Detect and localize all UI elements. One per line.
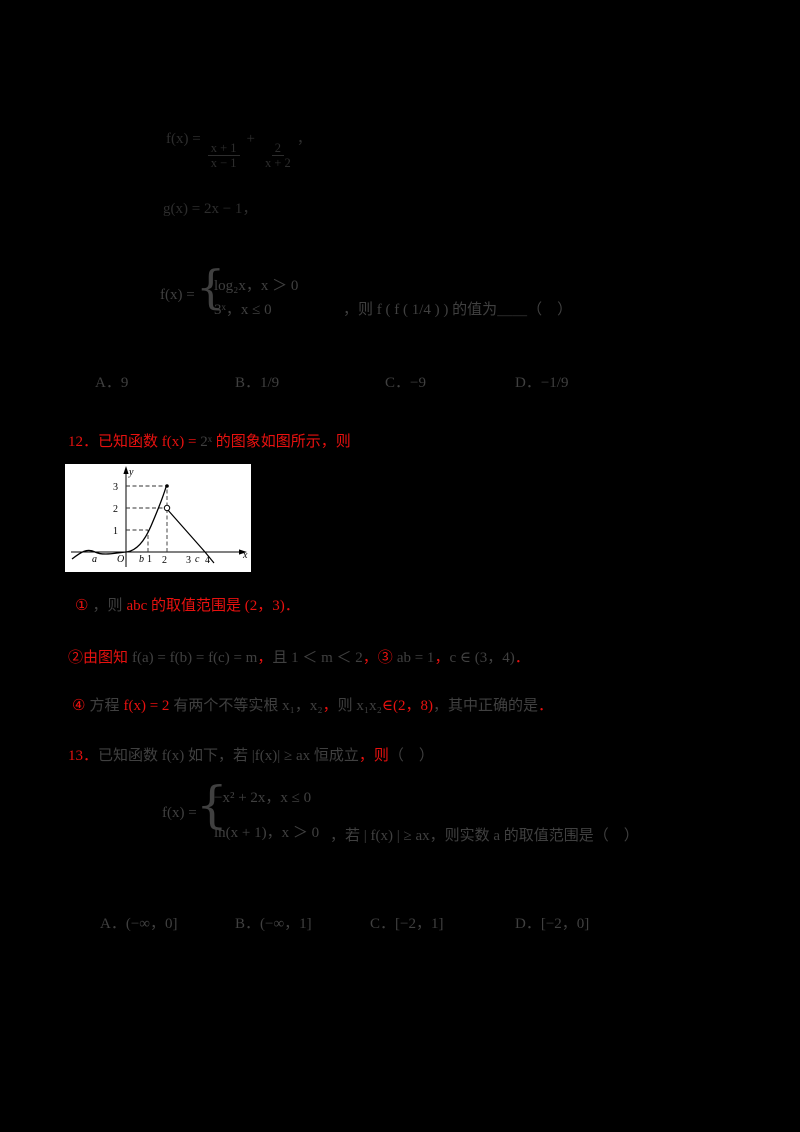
q11-question-tail: ，则 f ( f ( 1/4 ) ) 的值为＿＿（ ） [343, 302, 573, 318]
row3-seg6: 则 x₁x₂ [337, 698, 382, 714]
fraction-2-numerator: 2 [271, 141, 285, 157]
q13-function-lhs: f(x) = [162, 805, 197, 821]
q11-option-d: D．−1/9 [515, 375, 569, 391]
row3-seg4: 有两个不等实根 x₁，x₂ [173, 698, 323, 714]
q13-option-d: D．[−2，0] [515, 916, 590, 932]
q11-option-b: B．1/9 [235, 375, 280, 391]
row3-seg5: ， [322, 698, 338, 714]
row2-seg5: ， [362, 650, 378, 666]
q11-option-a: A．9 [95, 375, 129, 391]
q13-number: 13． [68, 748, 99, 764]
q11-function-lhs: f(x) = [160, 287, 195, 303]
q12-stem-red-2: 的图象如图所示，则 [215, 434, 351, 450]
row1-answer: abc 的取值范围是 (2，3)． [126, 598, 300, 614]
function-graph: y x O 3 2 1 a b 1 2 3 c 4 [65, 464, 251, 572]
row2-seg4: 且 1 ＜ m ＜ 2 [272, 650, 363, 666]
q13-question-tail: ，若 | f(x) | ≥ ax，则实数 a 的取值范围是（ ） [330, 828, 639, 844]
y-axis-label: y [128, 467, 134, 478]
x-label-a: a [92, 554, 97, 565]
y-axis-arrow [123, 466, 129, 474]
expression-lhs: f(x) = [166, 131, 201, 147]
q13-option-a: A．(−∞，0] [100, 916, 178, 932]
row2-seg2: f(a) = f(b) = f(c) = m [132, 650, 258, 666]
answer-row-2: ②由图知 f(a) = f(b) = f(c) = m，且 1 ＜ m ＜ 2，③… [68, 649, 530, 668]
fraction-2-denominator: x + 2 [264, 156, 291, 171]
q13-piece-top: −x² + 2x，x ≤ 0 [214, 790, 312, 806]
row2-seg3: ， [257, 650, 273, 666]
row3-seg3: f(x) = 2 [123, 698, 170, 714]
row2-seg10: ． [514, 650, 530, 666]
q12-formula-dim: 2ˣ [200, 434, 213, 450]
answer-row-3: ④ 方程 f(x) = 2 有两个不等实根 x₁，x₂，则 x₁x₂∈(2，8)，其中… [72, 697, 553, 716]
faint-expression-line-2: g(x) = 2x − 1， [163, 201, 258, 217]
x-axis-arrow [239, 549, 247, 555]
answer-row-1: ① ，则 abc 的取值范围是 (2，3)． [75, 597, 300, 616]
row2-seg1: ②由图知 [68, 650, 129, 666]
x-tick-4: 4 [205, 555, 210, 566]
fraction-1-numerator: x + 1 [207, 141, 240, 157]
x-axis-label: x [242, 550, 248, 561]
q13-piece-bottom: ln(x + 1)，x ＞ 0 [214, 825, 320, 841]
row3-seg9: ． [538, 698, 554, 714]
curve-left-branch [71, 486, 167, 560]
q13-option-c: C．[−2，1] [370, 916, 444, 932]
row2-seg9: c ∈ (3，4) [449, 650, 515, 666]
y-tick-2: 2 [113, 504, 118, 515]
open-point-2-2 [163, 504, 171, 512]
q13-stem-red: ，则 [358, 748, 389, 764]
q11-piecewise-brace: { [196, 260, 226, 314]
x-label-b: b [139, 554, 144, 565]
curve-right-branch [166, 508, 215, 564]
q12-stem: 12．已知函数 f(x) = 2ˣ 的图象如图所示，则 [68, 433, 351, 452]
q13-piecewise-brace: { [196, 776, 228, 834]
row1-marker: ① [75, 598, 89, 614]
row3-seg8: ，其中正确的是 [432, 698, 538, 714]
q13-stem: 13．已知函数 f(x) 如下，若 |f(x)| ≥ ax 恒成立，则（ ） [68, 747, 434, 766]
y-tick-3: 3 [113, 482, 118, 493]
q11-option-c: C．−9 [385, 375, 426, 391]
q13-stem-tail: （ ） [388, 748, 434, 764]
row3-seg2: 方程 [89, 698, 120, 714]
q13-stem-text: 已知函数 f(x) 如下，若 |f(x)| ≥ ax 恒成立 [98, 748, 359, 764]
function-graph-svg: y x O 3 2 1 a b 1 2 3 c 4 [71, 466, 248, 567]
q11-piece-top: log₂x，x ＞ 0 [214, 278, 299, 294]
origin-label: O [117, 554, 124, 565]
q12-stem-red-1: 12．已知函数 f(x) = [68, 434, 197, 450]
row2-seg6: ③ [377, 650, 393, 666]
y-tick-1: 1 [113, 526, 118, 537]
x-tick-2: 2 [162, 555, 167, 566]
q13-option-b: B．(−∞，1] [235, 916, 312, 932]
row3-seg7: ∈(2，8) [381, 698, 433, 714]
row3-seg1: ④ [72, 698, 86, 714]
plus-operator: + [246, 131, 255, 147]
x-label-c: c [195, 554, 200, 565]
line-tail: ， [296, 131, 312, 147]
solid-point-2-3 [165, 484, 169, 488]
fraction-1-denominator: x − 1 [210, 156, 237, 171]
row2-seg7: ab = 1 [396, 650, 435, 666]
q11-piece-bottom: 3ˣ，x ≤ 0 [214, 302, 272, 318]
row2-seg8: ， [434, 650, 450, 666]
x-tick-3: 3 [186, 555, 191, 566]
row1-text: ，则 [92, 598, 123, 614]
x-tick-1: 1 [147, 554, 152, 565]
